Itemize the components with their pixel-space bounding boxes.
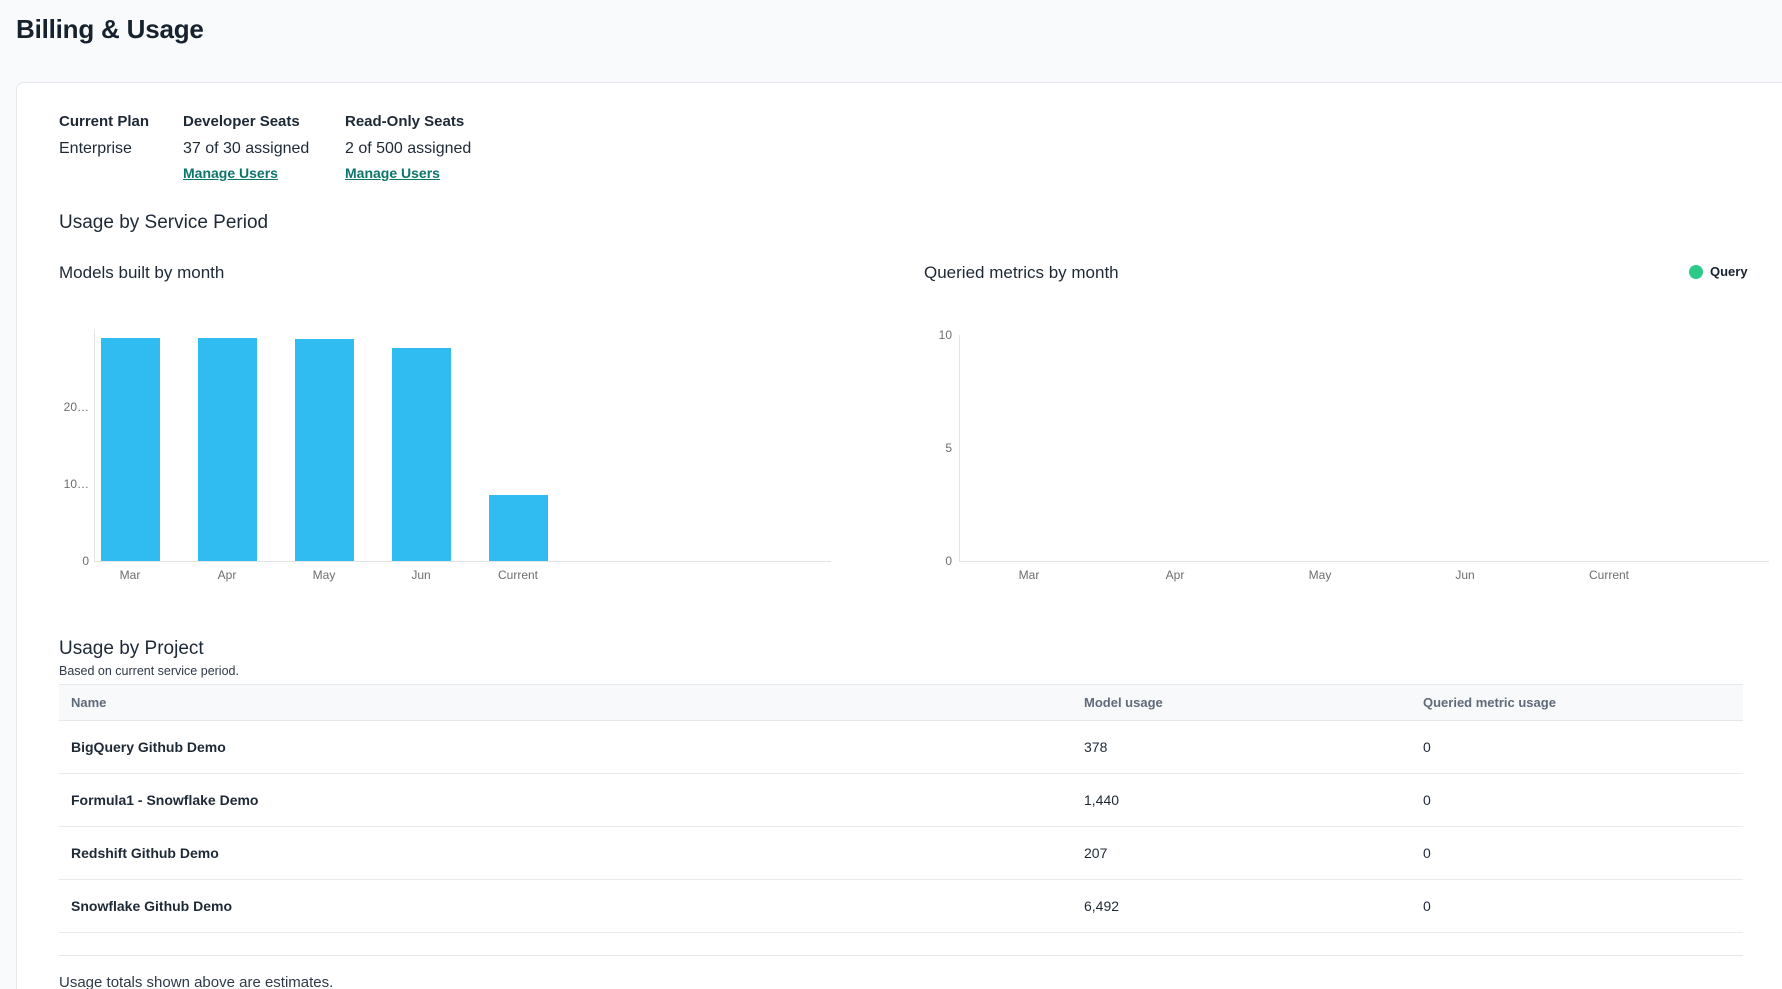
y-tick-label: 20… [63,400,89,414]
x-tick-label: May [1308,568,1332,582]
usage-by-project-subtitle: Based on current service period. [59,664,239,678]
readonly-manage-users-link[interactable]: Manage Users [345,165,440,181]
x-tick-label: Mar [1018,568,1040,582]
x-tick-label: Jun [411,568,431,582]
bar-apr [197,338,257,561]
y-axis-line [959,335,960,561]
footer-divider [59,955,1743,956]
models-chart-title: Models built by month [59,263,225,282]
model-usage-cell: 1,440 [1072,773,1411,827]
x-tick-label: May [312,568,336,582]
usage-charts-area: Models built by month Queried metrics by… [59,263,1782,583]
x-axis-line [94,561,831,562]
readonly-seats-column: Read-Only Seats 2 of 500 assigned Manage… [345,113,471,183]
y-tick-label: 0 [945,554,952,568]
column-header-model-usage: Model usage [1072,684,1411,721]
project-name-cell: Redshift Github Demo [59,826,1072,880]
x-tick-label: Apr [217,568,237,582]
bar-current [488,495,548,561]
x-tick-label: Jun [1455,568,1475,582]
table-header-row: Name Model usage Queried metric usage [59,684,1743,721]
billing-card: Current Plan Enterprise Developer Seats … [16,82,1782,989]
queried-metric-usage-cell: 0 [1411,879,1743,933]
developer-seats-label: Developer Seats [183,113,300,130]
bar-mar [100,338,160,561]
queried-metric-usage-cell: 0 [1411,720,1743,774]
x-tick-label: Mar [119,568,141,582]
y-tick-label: 10 [938,328,952,342]
current-plan-label: Current Plan [59,113,150,130]
y-tick-label: 5 [945,441,952,455]
x-tick-label: Apr [1165,568,1185,582]
x-axis-line [959,561,1769,562]
model-usage-cell: 207 [1072,826,1411,880]
table-row: Snowflake Github Demo 6,492 0 [59,879,1743,933]
queried-metric-usage-cell: 0 [1411,773,1743,827]
bar-jun [391,348,451,561]
developer-seats-column: Developer Seats 37 of 30 assigned Manage… [183,113,345,183]
usage-by-project-table: Name Model usage Queried metric usage Bi… [59,684,1743,933]
project-name-cell: Formula1 - Snowflake Demo [59,773,1072,827]
y-axis-line [94,330,95,561]
readonly-seats-label: Read-Only Seats [345,113,465,130]
developer-seats-value: 37 of 30 assigned [183,140,310,157]
page-header: Billing & Usage [0,0,1782,45]
model-usage-cell: 6,492 [1072,879,1411,933]
x-tick-label: Current [497,568,539,582]
query-legend: Query [1689,264,1748,279]
table-row: BigQuery Github Demo 378 0 [59,720,1743,774]
query-legend-label: Query [1710,264,1748,279]
queried-chart-title: Queried metrics by month [924,263,1119,282]
page-title: Billing & Usage [16,14,204,44]
current-plan-value: Enterprise [59,140,132,157]
column-header-name: Name [59,684,1072,721]
table-row: Formula1 - Snowflake Demo 1,440 0 [59,773,1743,827]
current-plan-column: Current Plan Enterprise [59,113,183,183]
usage-by-service-period-title: Usage by Service Period [59,212,269,233]
bar-may [294,339,354,561]
usage-estimates-footnote: Usage totals shown above are estimates. [59,974,334,989]
queried-metric-usage-cell: 0 [1411,826,1743,880]
project-name-cell: BigQuery Github Demo [59,720,1072,774]
readonly-seats-value: 2 of 500 assigned [345,140,472,157]
model-usage-cell: 378 [1072,720,1411,774]
x-tick-label: Current [1588,568,1630,582]
plan-summary: Current Plan Enterprise Developer Seats … [59,113,1782,183]
developer-manage-users-link[interactable]: Manage Users [183,165,278,181]
y-tick-label: 0 [82,554,89,568]
table-row: Redshift Github Demo 207 0 [59,826,1743,880]
query-legend-dot-icon [1689,264,1703,279]
y-tick-label: 10… [63,477,89,491]
column-header-queried-metric-usage: Queried metric usage [1411,684,1743,721]
usage-by-project-title: Usage by Project [59,638,204,659]
project-name-cell: Snowflake Github Demo [59,879,1072,933]
